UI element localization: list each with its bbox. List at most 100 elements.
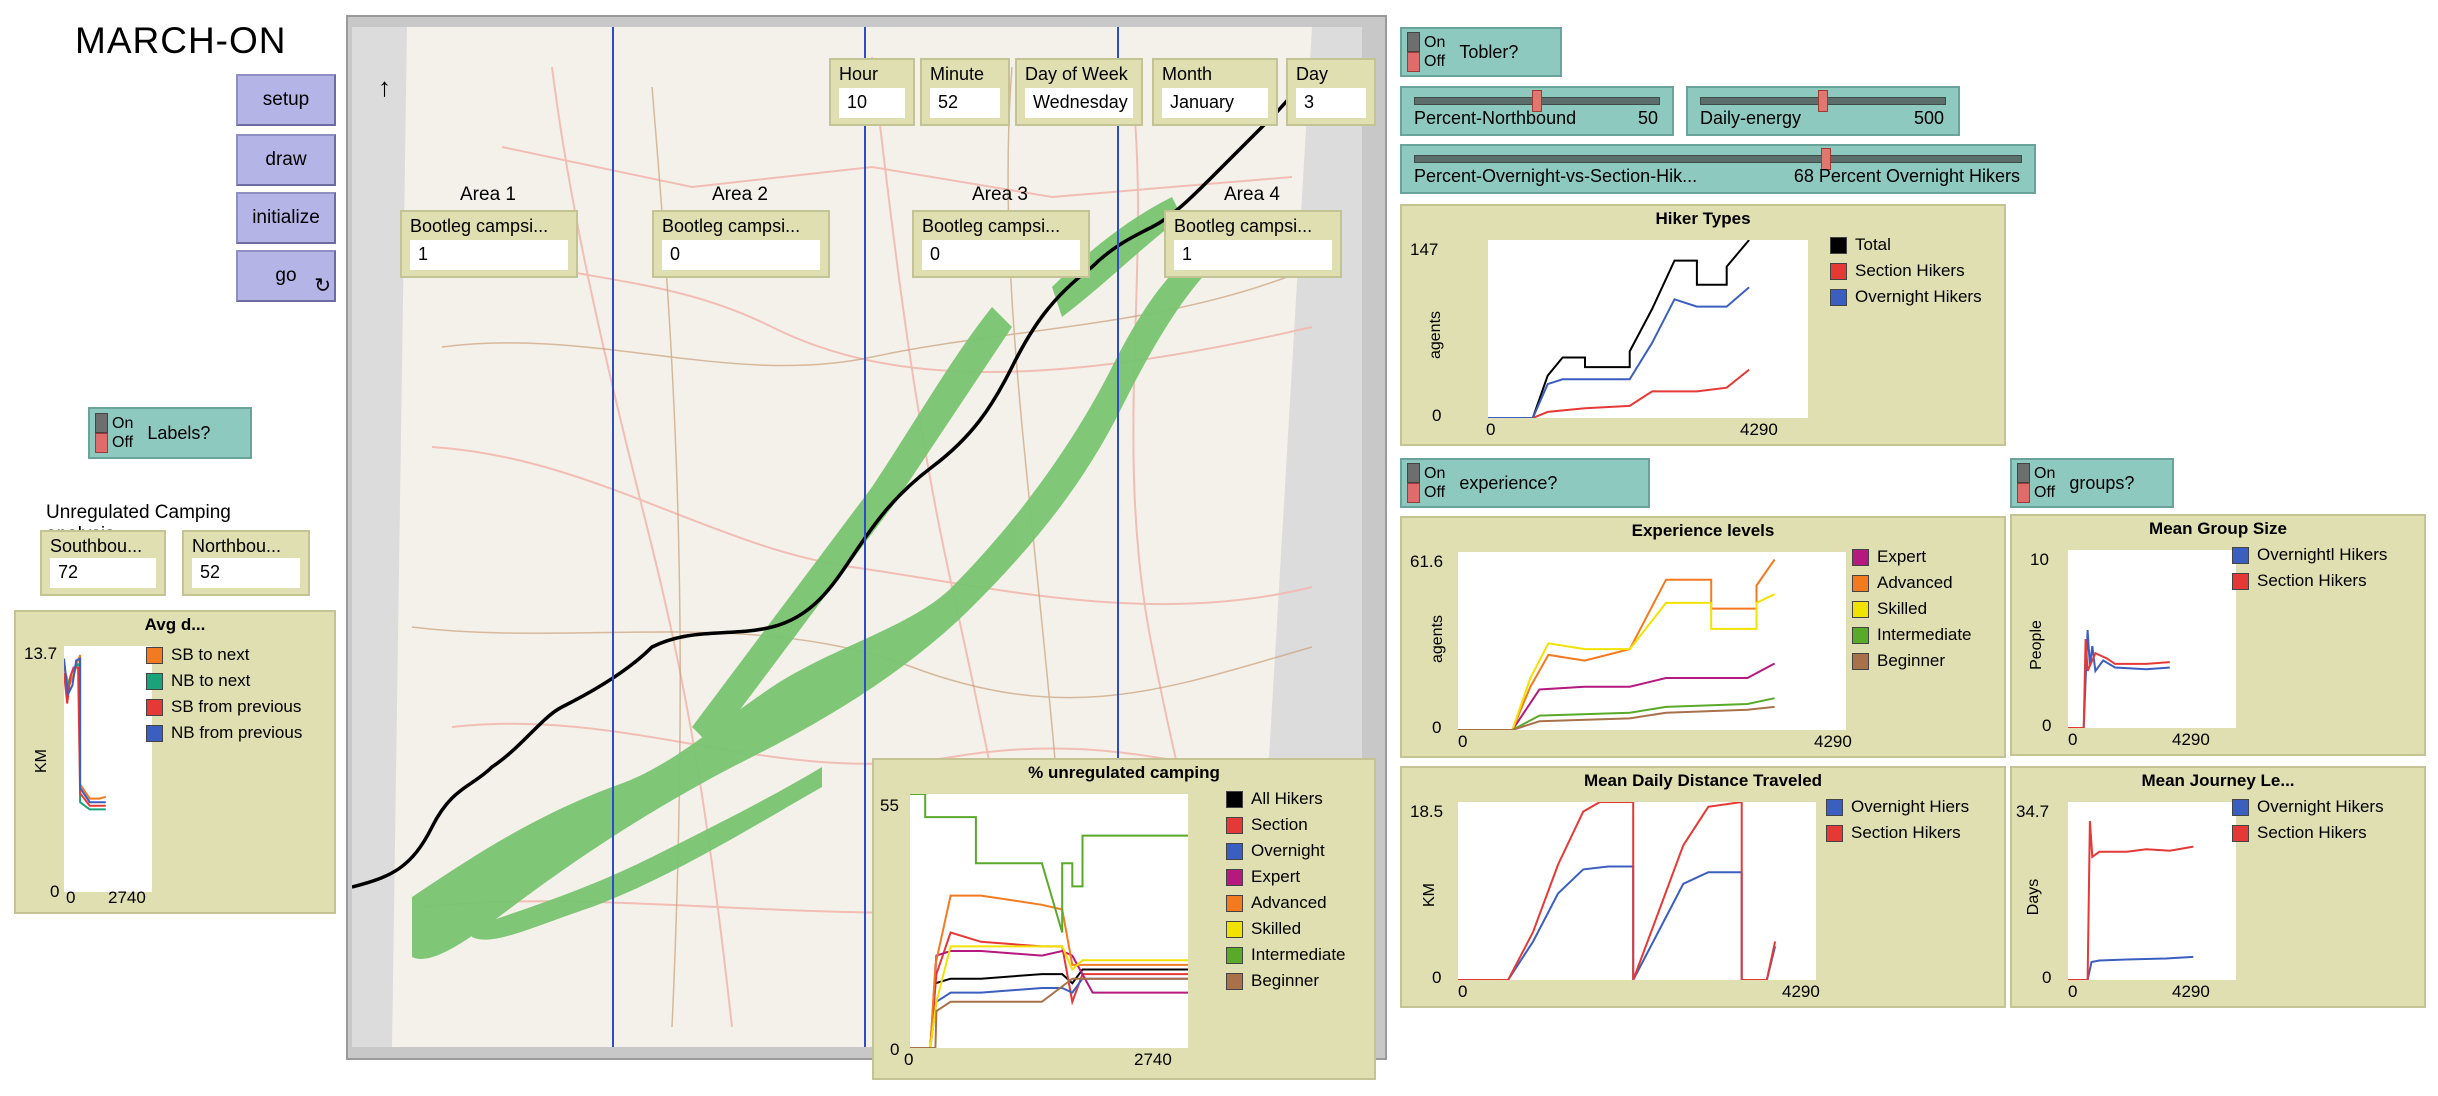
legend-swatch bbox=[2232, 824, 2249, 842]
area-2-monitor-label: Bootleg campsi... bbox=[662, 216, 801, 236]
plot-legend: Overnight Hiers Section Hikers bbox=[1826, 794, 1969, 846]
plot-area bbox=[910, 794, 1188, 1048]
legend-item: All Hikers bbox=[1226, 786, 1346, 812]
area-divider bbox=[612, 27, 614, 1047]
slider-thumb[interactable] bbox=[1818, 90, 1828, 112]
setup-button[interactable]: setup bbox=[236, 74, 336, 126]
series-line-3 bbox=[64, 657, 106, 804]
y-tick-min: 0 bbox=[50, 882, 60, 901]
legend-swatch bbox=[1852, 548, 1869, 566]
series-line-2 bbox=[910, 977, 1188, 1048]
legend-label: Overnightl Hikers bbox=[2257, 545, 2388, 564]
x-tick-min: 0 bbox=[1458, 732, 1468, 751]
legend-item: Overnight Hiers bbox=[1826, 794, 1969, 820]
legend-item: Beginner bbox=[1852, 648, 1972, 674]
initialize-button[interactable]: initialize bbox=[236, 192, 336, 244]
series-line-1 bbox=[2068, 638, 2170, 728]
legend-label: Section Hikers bbox=[2257, 571, 2367, 590]
month-monitor-label: Month bbox=[1162, 64, 1213, 84]
toggle-knob-icon bbox=[2017, 463, 2030, 503]
area-divider bbox=[864, 27, 866, 1047]
series-line-0 bbox=[1458, 865, 1777, 980]
plot-title: Mean Journey Le... bbox=[2141, 771, 2295, 790]
legend-label: Beginner bbox=[1877, 651, 1946, 670]
toggle-knob-icon bbox=[1407, 32, 1420, 72]
labels-switch[interactable]: On Off Labels? bbox=[88, 407, 252, 459]
y-tick-max: 34.7 bbox=[2016, 802, 2050, 821]
y-axis-label: People bbox=[2027, 620, 2045, 670]
series-line-1 bbox=[1458, 802, 1777, 980]
slider-thumb[interactable] bbox=[1820, 148, 1831, 170]
plot-title: Avg d... bbox=[144, 615, 206, 634]
experience-switch[interactable]: On Off experience? bbox=[1400, 458, 1650, 508]
plot-title: Mean Daily Distance Traveled bbox=[1583, 771, 1823, 790]
app-title: MARCH-ON bbox=[75, 20, 287, 61]
hour-monitor-value: 10 bbox=[839, 88, 905, 118]
daily-energy-slider[interactable]: Daily-energy 500 bbox=[1686, 86, 1960, 136]
legend-item: Section Hikers bbox=[2232, 820, 2384, 846]
legend-label: Section Hikers bbox=[2257, 823, 2367, 842]
x-tick-min: 0 bbox=[2068, 982, 2078, 1001]
legend-swatch bbox=[1830, 288, 1847, 306]
legend-swatch bbox=[146, 698, 163, 716]
plot-area bbox=[1488, 240, 1808, 418]
x-tick-min: 0 bbox=[1458, 982, 1468, 1001]
area-3-monitor-value: 0 bbox=[922, 240, 1080, 270]
legend-swatch bbox=[1826, 824, 1843, 842]
y-axis-label: KM bbox=[1421, 883, 1438, 907]
y-tick-max: 13.7 bbox=[24, 644, 58, 663]
percent-overnight-label: Percent-Overnight-vs-Section-Hik... bbox=[1414, 166, 1698, 186]
legend-swatch bbox=[1226, 946, 1243, 964]
forever-icon: ↻ bbox=[314, 275, 331, 297]
plot-area bbox=[2068, 802, 2236, 980]
y-tick-min: 0 bbox=[1432, 968, 1442, 987]
northbound-monitor: Northbou... 52 bbox=[182, 530, 310, 596]
minute-monitor-value: 52 bbox=[930, 88, 1000, 118]
switch-on-label: On bbox=[1424, 465, 1446, 482]
series-line-0 bbox=[910, 968, 1188, 1048]
legend-swatch bbox=[1226, 868, 1243, 886]
legend-swatch bbox=[2232, 798, 2249, 816]
area-3-label: Area 3 bbox=[972, 184, 1028, 205]
plot-legend: Expert Advanced Skilled Intermediate Beginne… bbox=[1852, 544, 1972, 674]
legend-item: Beginner bbox=[1226, 968, 1346, 994]
switch-off-label: Off bbox=[1424, 484, 1446, 501]
series-line-4 bbox=[1458, 705, 1775, 730]
x-tick-max: 4290 bbox=[1814, 732, 1852, 751]
legend-label: Overnight bbox=[1251, 841, 1325, 860]
go-button[interactable]: go ↻ bbox=[236, 250, 336, 302]
y-tick-max: 147 bbox=[1410, 240, 1439, 259]
series-line-7 bbox=[910, 977, 1188, 1048]
area-2-monitor-value: 0 bbox=[662, 240, 820, 270]
percent-northbound-slider[interactable]: Percent-Northbound 50 bbox=[1400, 86, 1674, 136]
legend-label: SB from previous bbox=[171, 697, 302, 716]
area-4-label: Area 4 bbox=[1224, 184, 1280, 205]
unregulated-camping-plot: % unregulated camping 55 0 0 2740 All Hikers S… bbox=[872, 758, 1376, 1080]
tobler-switch[interactable]: On Off Tobler? bbox=[1400, 27, 1562, 77]
slider-thumb[interactable] bbox=[1532, 90, 1542, 112]
southbound-monitor-label: Southbou... bbox=[50, 536, 143, 556]
legend-label: Overnight Hikers bbox=[1855, 287, 1982, 306]
groups-switch[interactable]: On Off groups? bbox=[2010, 458, 2174, 508]
legend-item: Section bbox=[1226, 812, 1346, 838]
legend-swatch bbox=[1226, 816, 1243, 834]
area-1-label: Area 1 bbox=[460, 184, 516, 205]
legend-item: Section Hikers bbox=[2232, 568, 2387, 594]
slider-track[interactable] bbox=[1414, 155, 2022, 163]
legend-label: NB from previous bbox=[171, 723, 303, 742]
legend-swatch bbox=[1852, 600, 1869, 618]
legend-item: Advanced bbox=[1226, 890, 1346, 916]
day-of-week-monitor: Day of Week Wednesday bbox=[1015, 58, 1143, 126]
draw-button[interactable]: draw bbox=[236, 134, 336, 186]
labels-switch-label: Labels? bbox=[147, 422, 211, 443]
switch-on-label: On bbox=[112, 415, 134, 432]
legend-swatch bbox=[1826, 798, 1843, 816]
series-line-0 bbox=[2082, 630, 2170, 728]
area-2-monitor: Bootleg campsi... 0 bbox=[652, 210, 830, 278]
y-tick-max: 55 bbox=[880, 796, 899, 815]
legend-label: SB to next bbox=[171, 645, 250, 664]
plot-area bbox=[1458, 552, 1846, 730]
legend-item: Intermediate bbox=[1852, 622, 1972, 648]
percent-overnight-slider[interactable]: Percent-Overnight-vs-Section-Hik... 68 P… bbox=[1400, 144, 2036, 194]
hour-monitor-label: Hour bbox=[839, 64, 879, 84]
